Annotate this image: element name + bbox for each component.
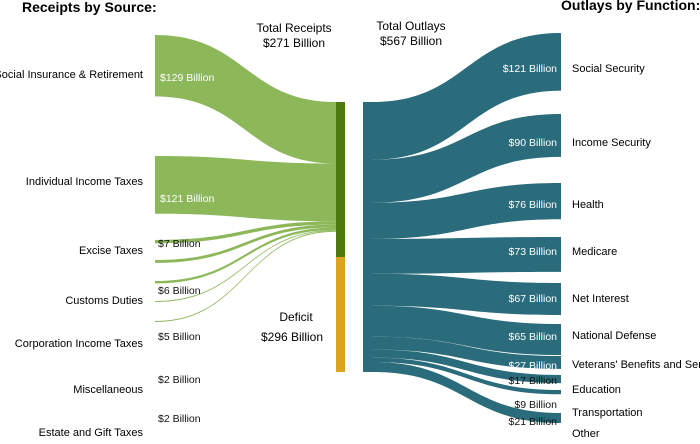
outlay-label-other: Other [572,428,600,440]
receipt-label-social-insurance-retirement: Social Insurance & Retirement [0,69,143,81]
total-outlays-bar [363,102,372,372]
outlay-value-social-security: $121 Billion [503,63,557,75]
outlay-flow-income-security [372,114,561,203]
outlay-label-health: Health [572,199,604,211]
receipt-value-customs-duties: $6 Billion [158,285,201,297]
outlay-label-transportation: Transportation [572,407,643,419]
outlay-label-medicare: Medicare [572,246,617,258]
receipt-value-estate-and-gift-taxes: $2 Billion [158,413,201,425]
outlay-label-social-security: Social Security [572,63,645,75]
receipt-value-corporation-income-taxes: $5 Billion [158,331,201,343]
total-receipts-value: $271 Billion [263,36,325,50]
outlay-value-medicare: $73 Billion [509,246,558,258]
outlay-flow-social-security [372,33,561,160]
receipts-header: Receipts by Source: [22,0,157,15]
receipt-label-excise-taxes: Excise Taxes [79,245,143,257]
outlay-value-veterans-benefits-and-services: $27 Billion [509,360,558,372]
deficit-value: $296 Billion [261,330,323,344]
outlay-label-veterans-benefits-and-services: Veterans' Benefits and Services [572,359,700,371]
outlay-flow-other [372,361,561,424]
outlay-flow-national-defense [372,305,561,356]
outlays-header: Outlays by Function: [561,0,700,13]
total-outlays-title: Total Outlays [376,19,445,33]
receipt-label-estate-and-gift-taxes: Estate and Gift Taxes [39,427,144,439]
receipt-value-miscellaneous: $2 Billion [158,374,201,386]
receipt-flow-miscellaneous [155,229,336,302]
receipt-label-corporation-income-taxes: Corporation Income Taxes [15,338,144,350]
receipt-value-individual-income-taxes: $121 Billion [160,193,214,205]
receipt-flow-customs-duties [155,224,336,263]
outlay-label-education: Education [572,384,621,396]
total-receipts-bar [336,102,345,257]
outlay-value-health: $76 Billion [509,199,558,211]
receipt-value-excise-taxes: $7 Billion [158,238,201,250]
receipt-flow-excise-taxes [155,221,336,244]
outlay-value-education: $17 Billion [509,375,558,387]
outlay-value-transportation: $9 Billion [514,399,557,411]
receipt-flow-individual-income-taxes [155,156,336,222]
outlay-flow-medicare [372,237,561,274]
receipt-flow-social-insurance-retirement [155,35,336,164]
receipt-flow-corporation-income-taxes [155,227,336,284]
total-outlays-value: $567 Billion [380,34,442,48]
outlay-label-income-security: Income Security [572,137,651,149]
deficit-title: Deficit [279,310,313,324]
outlay-flow-transportation [372,357,561,395]
outlay-value-income-security: $90 Billion [509,137,558,149]
deficit-bar [336,257,345,372]
outlay-value-other: $21 Billion [509,416,558,428]
outlay-value-net-interest: $67 Billion [509,293,558,305]
labels-layer: $129 Billion Social Insurance & Retiremen… [0,63,700,440]
outlay-value-national-defense: $65 Billion [509,331,558,343]
outlay-flow-net-interest [372,273,561,315]
outlay-label-net-interest: Net Interest [572,293,629,305]
flows-layer [155,33,561,424]
outlay-flow-health [372,183,561,239]
outlay-flow-veterans-benefits-and-services [372,336,561,369]
receipt-value-social-insurance-retirement: $129 Billion [160,72,214,84]
outlay-label-national-defense: National Defense [572,330,656,342]
receipt-label-individual-income-taxes: Individual Income Taxes [26,176,144,188]
outlay-flow-education [372,349,561,384]
receipt-flow-estate-and-gift-taxes [155,230,336,322]
total-receipts-title: Total Receipts [256,21,331,35]
receipt-label-customs-duties: Customs Duties [65,295,143,307]
receipt-label-miscellaneous: Miscellaneous [73,384,143,396]
